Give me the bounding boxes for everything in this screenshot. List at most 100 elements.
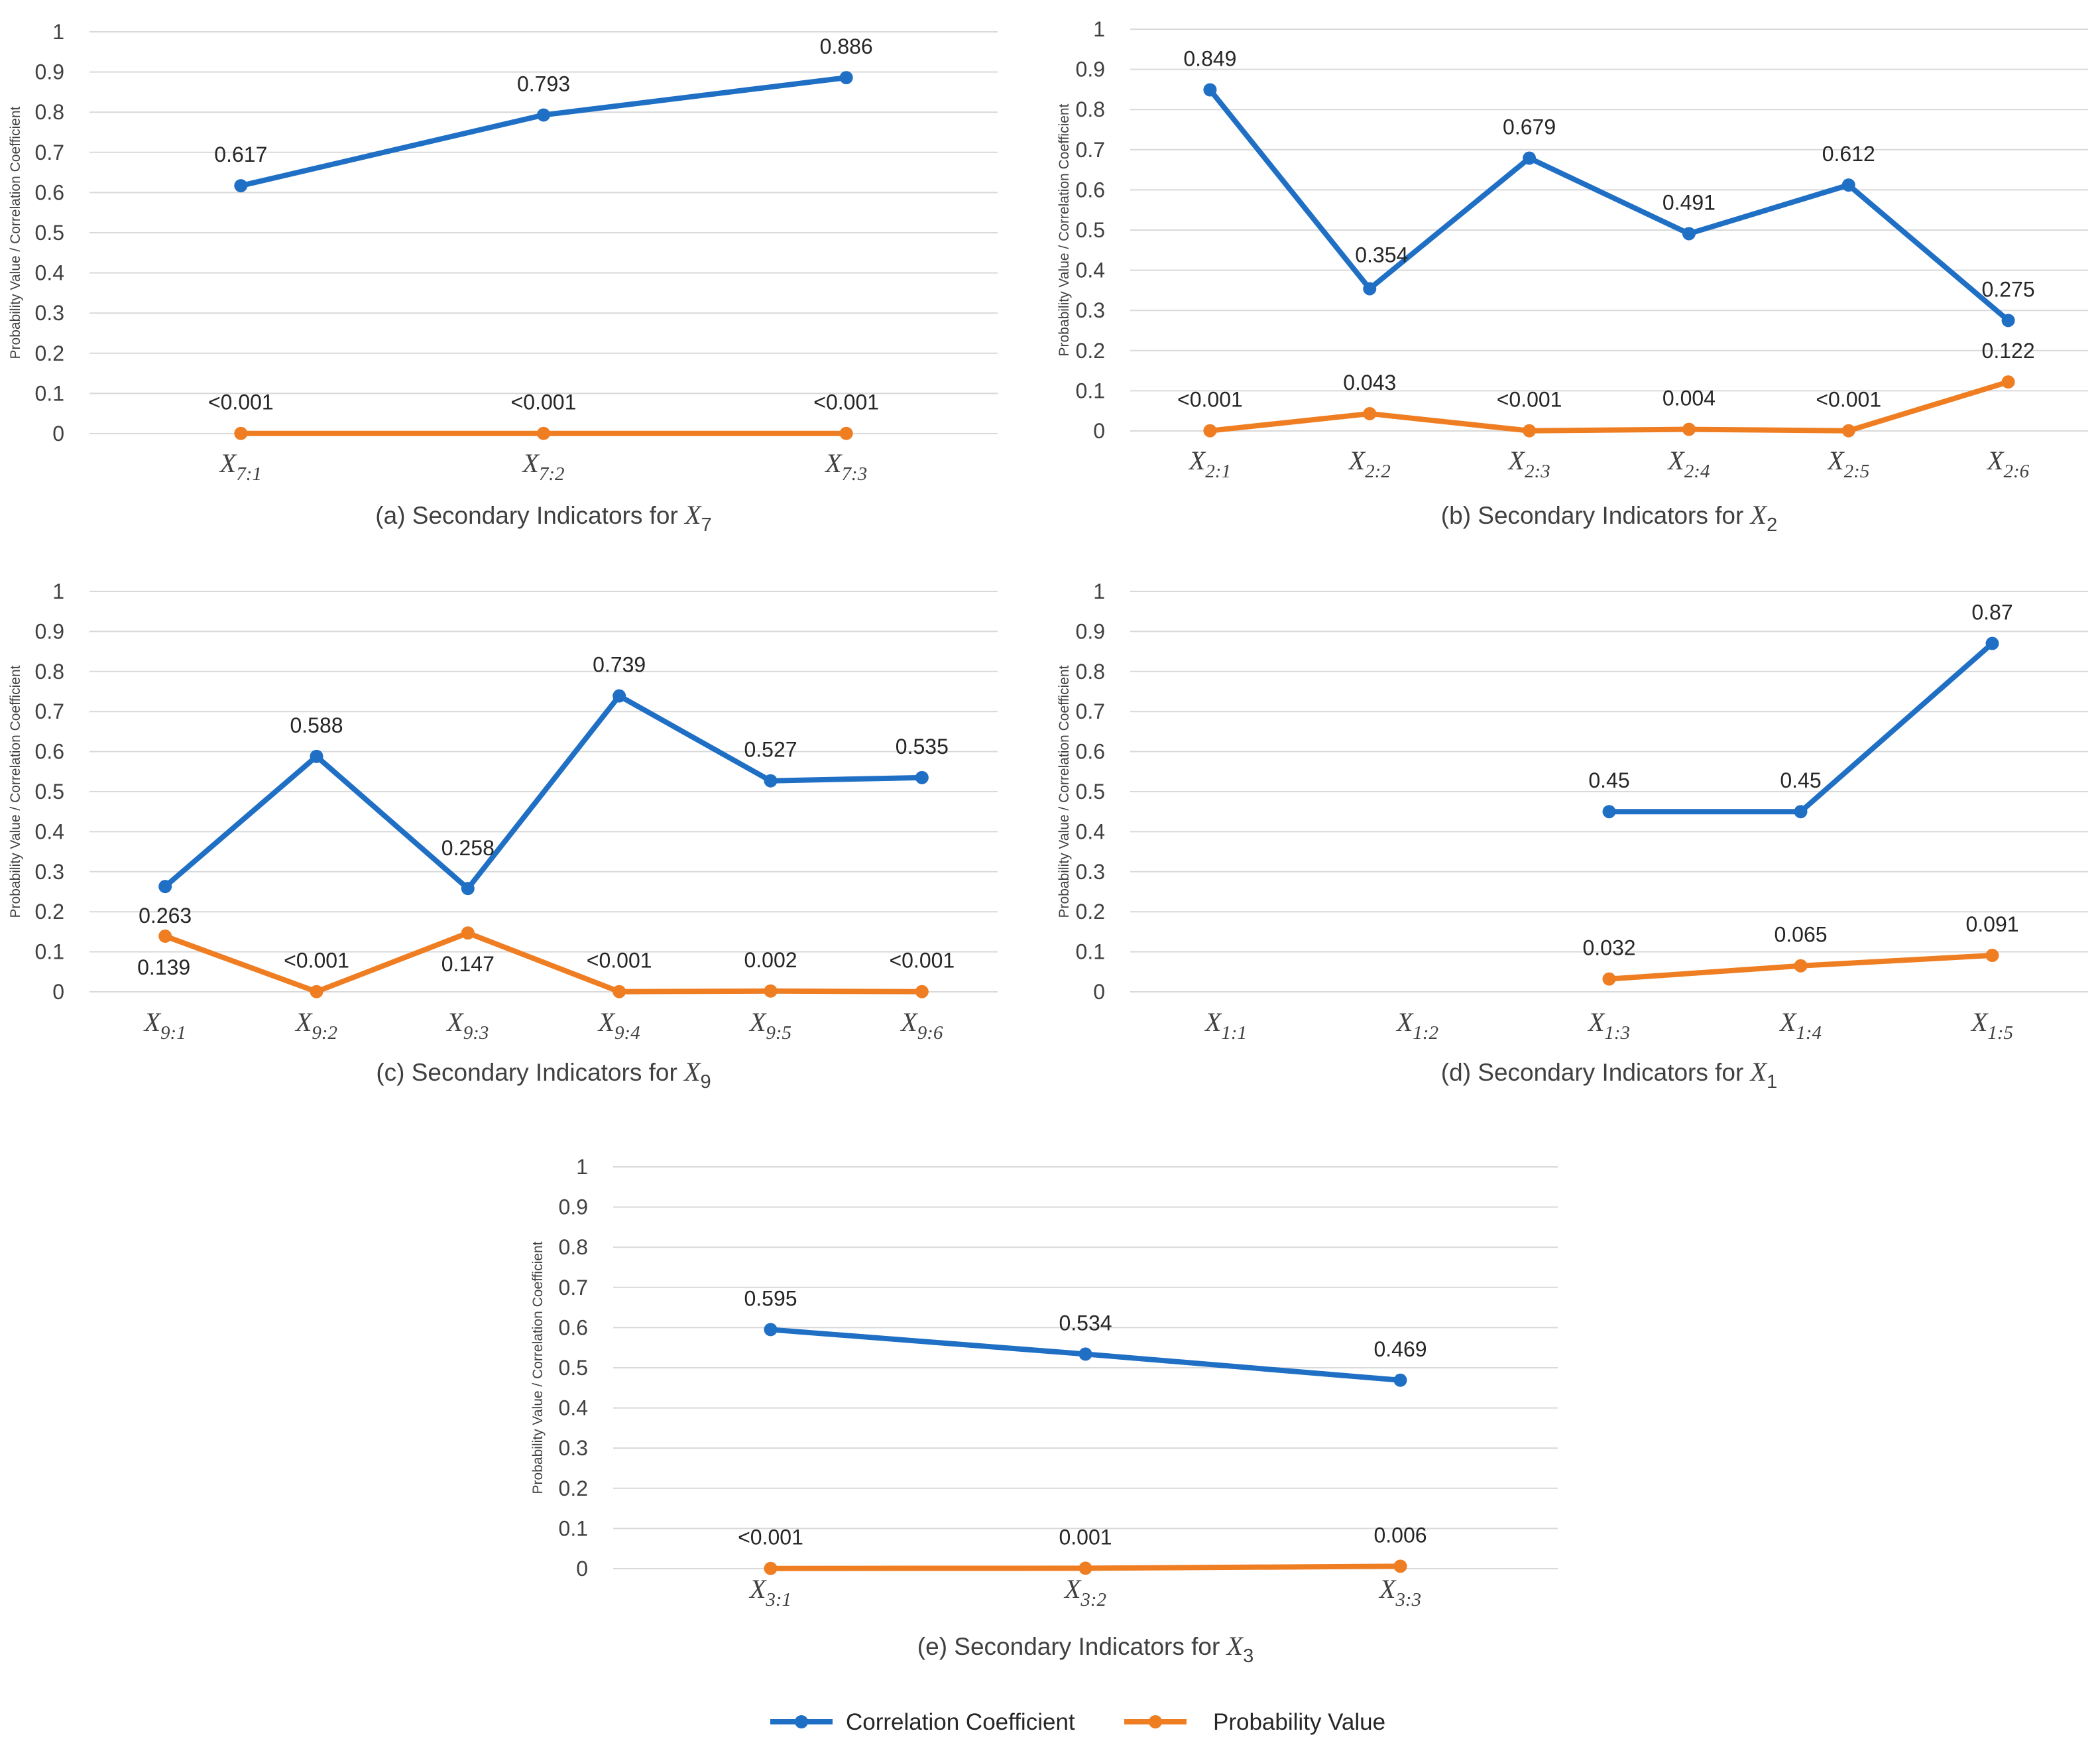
corr-data-label: 0.491: [1662, 190, 1716, 214]
prob-data-label: <0.001: [1497, 388, 1562, 412]
y-tick-label: 0: [576, 1557, 588, 1581]
x-category-label: X2:1: [1188, 446, 1231, 482]
y-tick-label: 0.4: [1076, 259, 1105, 282]
y-tick-label: 0.6: [35, 180, 64, 204]
prob-data-label: <0.001: [587, 949, 652, 973]
prob-data-point: [1602, 972, 1616, 986]
prob-data-point: [537, 426, 550, 440]
y-tick-label: 0.5: [35, 221, 64, 245]
y-tick-label: 1: [1093, 579, 1105, 603]
y-tick-label: 0.2: [1076, 900, 1105, 924]
prob-series-line: [162, 930, 925, 994]
y-axis-title: Probability Value / Correlation Coeffici…: [8, 106, 23, 359]
corr-data-label: 0.263: [139, 904, 192, 928]
y-tick-label: 0.1: [559, 1516, 588, 1540]
y-tick-label: 0.9: [1076, 619, 1105, 643]
corr-data-point: [764, 1323, 778, 1337]
x-category-label: X1:3: [1587, 1007, 1630, 1044]
y-tick-label: 0.6: [1076, 178, 1105, 202]
y-tick-label: 1: [52, 20, 64, 44]
corr-data-label: 0.886: [820, 34, 873, 58]
corr-data-point: [1203, 83, 1217, 97]
y-tick-label: 0.7: [35, 141, 64, 164]
corr-data-point: [1393, 1373, 1407, 1387]
corr-data-point: [1363, 282, 1377, 296]
legend-corr-label: Correlation Coefficient: [846, 1709, 1075, 1735]
y-tick-label: 0.6: [35, 740, 64, 764]
corr-data-point: [461, 882, 475, 896]
x-category-label: X9:1: [143, 1007, 186, 1044]
legend-prob-label: Probability Value: [1213, 1709, 1385, 1735]
corr-data-label: 0.535: [896, 735, 949, 758]
corr-data-point: [1841, 178, 1855, 192]
y-tick-label: 0.9: [559, 1195, 588, 1219]
corr-data-label: 0.258: [441, 836, 495, 860]
chart-caption: (e) Secondary Indicators for X3: [917, 1631, 1254, 1667]
x-category-label: X7:2: [521, 448, 564, 485]
y-tick-label: 0.6: [1076, 740, 1105, 764]
corr-data-point: [1523, 151, 1537, 165]
corr-data-label: 0.87: [1971, 601, 2012, 625]
x-category-label: X1:5: [1970, 1007, 2013, 1044]
y-tick-label: 0.5: [35, 780, 64, 804]
y-tick-label: 1: [1093, 17, 1105, 41]
corr-data-label: 0.617: [214, 143, 267, 166]
legend-prob-marker: [1149, 1715, 1162, 1728]
prob-data-point: [310, 985, 323, 998]
x-category-label: X9:6: [900, 1007, 943, 1044]
prob-data-point: [1794, 959, 1808, 973]
prob-data-label: 0.091: [1965, 912, 2018, 936]
prob-data-label: <0.001: [1816, 388, 1881, 412]
y-tick-label: 0.5: [559, 1356, 588, 1380]
chart-panel-d: 0 0.1 0.2 0.3 0.4 0.5 0.6 0.7 0.8 0.9 1 Probability…: [1057, 579, 2088, 1093]
corr-data-label: 0.534: [1059, 1311, 1112, 1335]
x-category-label: X2:2: [1348, 446, 1391, 482]
y-tick-label: 0.8: [35, 660, 64, 684]
y-tick-label: 0.2: [1076, 339, 1105, 363]
prob-data-point: [1682, 422, 1696, 436]
prob-data-label: <0.001: [1177, 388, 1243, 412]
x-category-label: X1:1: [1204, 1007, 1247, 1044]
corr-data-point: [915, 770, 929, 784]
corr-data-point: [1602, 805, 1616, 819]
x-category-label: X1:2: [1395, 1007, 1438, 1044]
corr-data-point: [234, 179, 248, 193]
corr-data-point: [1794, 805, 1808, 819]
prob-data-label: 0.122: [1982, 339, 2035, 363]
y-tick-label: 0.4: [1076, 819, 1105, 843]
y-tick-label: 0.7: [1076, 138, 1105, 162]
prob-data-label: <0.001: [738, 1526, 803, 1549]
corr-data-label: 0.275: [1982, 277, 2035, 301]
y-tick-label: 0.8: [1076, 660, 1105, 684]
corr-data-point: [537, 108, 550, 122]
x-category-label: X2:6: [1986, 446, 2030, 482]
x-category-label: X1:4: [1779, 1007, 1822, 1044]
prob-data-point: [158, 930, 172, 943]
prob-data-point: [764, 1561, 778, 1575]
chart-panel-c: 0 0.1 0.2 0.3 0.4 0.5 0.6 0.7 0.8 0.9 1 Probability…: [8, 579, 998, 1093]
y-tick-label: 0.2: [35, 900, 64, 924]
y-tick-label: 0.7: [35, 699, 64, 723]
corr-data-label: 0.849: [1183, 47, 1236, 71]
prob-data-point: [2001, 375, 2015, 389]
prob-data-label: <0.001: [511, 391, 577, 414]
prob-data-label: <0.001: [813, 391, 879, 414]
chart-caption: (a) Secondary Indicators for X7: [375, 500, 711, 536]
corr-data-label: 0.469: [1373, 1337, 1427, 1361]
prob-data-point: [1393, 1559, 1407, 1573]
chart-panel-a: 0 0.1 0.2 0.3 0.4 0.5 0.6 0.7 0.8 0.9 1 Probability…: [8, 20, 998, 536]
y-tick-label: 0.2: [35, 341, 64, 365]
y-axis-title: Probability Value / Correlation Coeffici…: [530, 1241, 546, 1494]
chart-caption: (d) Secondary Indicators for X1: [1441, 1057, 1777, 1093]
prob-data-point: [1079, 1561, 1092, 1575]
corr-data-label: 0.45: [1588, 768, 1629, 792]
prob-data-point: [1841, 424, 1855, 438]
y-tick-label: 0.5: [1076, 218, 1105, 242]
corr-data-label: 0.595: [744, 1286, 797, 1310]
prob-data-point: [915, 985, 929, 998]
x-category-label: X7:1: [219, 448, 262, 485]
x-category-label: X2:4: [1666, 446, 1710, 482]
y-tick-label: 0.8: [35, 100, 64, 124]
corr-data-label: 0.739: [593, 653, 646, 677]
prob-data-label: <0.001: [208, 391, 274, 414]
